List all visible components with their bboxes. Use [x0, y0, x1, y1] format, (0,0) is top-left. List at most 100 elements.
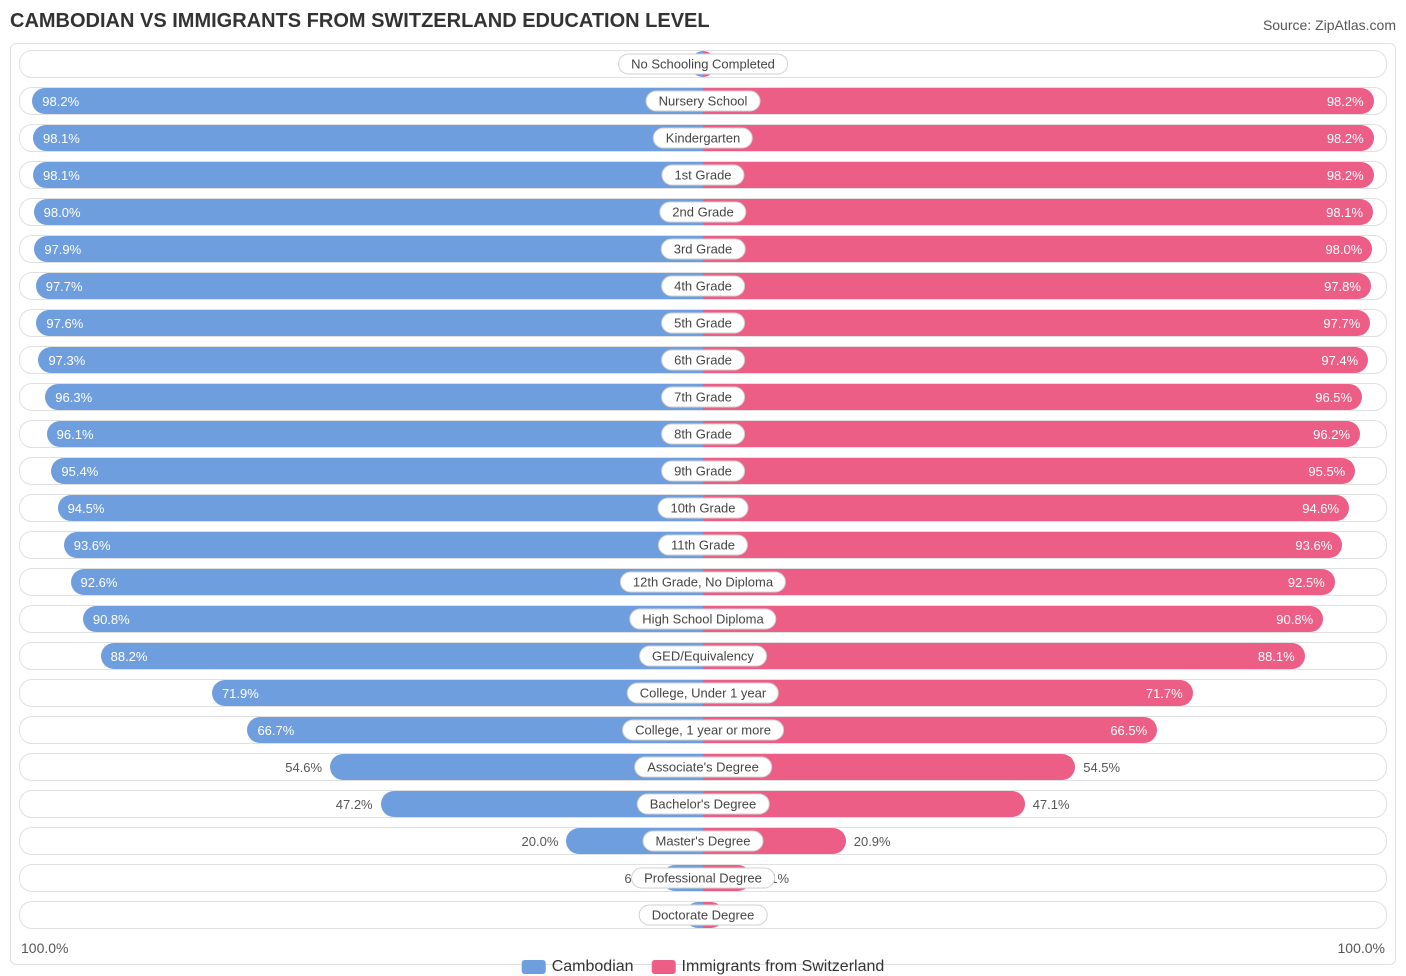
row-label: 8th Grade: [661, 424, 745, 445]
bar-row: 97.3%97.4%6th Grade: [19, 346, 1387, 374]
legend: Cambodian Immigrants from Switzerland: [522, 958, 885, 976]
chart-area: 1.9%1.8%No Schooling Completed98.2%98.2%…: [10, 43, 1396, 965]
bar-half-left: 71.9%: [20, 680, 703, 706]
bar-row: 90.8%90.8%High School Diploma: [19, 605, 1387, 633]
bar-half-left: 98.1%: [20, 162, 703, 188]
bar-row: 98.1%98.2%1st Grade: [19, 161, 1387, 189]
bar-right: 94.6%: [703, 495, 1349, 521]
chart-title: CAMBODIAN VS IMMIGRANTS FROM SWITZERLAND…: [10, 10, 710, 33]
row-label: 3rd Grade: [661, 239, 746, 260]
row-label: Professional Degree: [631, 868, 775, 889]
bar-row: 98.0%98.1%2nd Grade: [19, 198, 1387, 226]
bar-half-right: 1.8%: [703, 51, 1386, 77]
bar-right: 90.8%: [703, 606, 1323, 632]
bar-right: 96.5%: [703, 384, 1362, 410]
bar-row: 96.1%96.2%8th Grade: [19, 420, 1387, 448]
bar-right: 97.7%: [703, 310, 1370, 336]
bar-left: 96.3%: [45, 384, 703, 410]
bar-row: 97.7%97.8%4th Grade: [19, 272, 1387, 300]
bar-left: 88.2%: [101, 643, 703, 669]
source-prefix: Source:: [1263, 17, 1315, 33]
bar-half-left: 47.2%: [20, 791, 703, 817]
bar-right: 97.8%: [703, 273, 1371, 299]
bar-half-right: 96.2%: [703, 421, 1386, 447]
axis-right-label: 100.0%: [703, 940, 1387, 956]
bar-half-left: 88.2%: [20, 643, 703, 669]
value-right: 20.9%: [854, 828, 891, 854]
bar-half-left: 92.6%: [20, 569, 703, 595]
bar-left: 94.5%: [58, 495, 703, 521]
bar-row: 1.9%1.8%No Schooling Completed: [19, 50, 1387, 78]
bar-right: 98.2%: [703, 125, 1374, 151]
axis-row: 100.0% 100.0%: [19, 938, 1387, 958]
bar-half-right: 7.1%: [703, 865, 1386, 891]
bar-half-right: 93.6%: [703, 532, 1386, 558]
bar-left: 97.3%: [38, 347, 703, 373]
bar-row: 96.3%96.5%7th Grade: [19, 383, 1387, 411]
bar-half-left: 98.2%: [20, 88, 703, 114]
bar-row: 6.0%7.1%Professional Degree: [19, 864, 1387, 892]
bar-left: 97.7%: [36, 273, 703, 299]
bar-half-left: 66.7%: [20, 717, 703, 743]
bar-right: 96.2%: [703, 421, 1360, 447]
bar-half-right: 98.2%: [703, 88, 1386, 114]
bar-half-right: 97.8%: [703, 273, 1386, 299]
bar-half-right: 71.7%: [703, 680, 1386, 706]
row-label: 7th Grade: [661, 387, 745, 408]
row-label: Kindergarten: [653, 128, 753, 149]
bar-half-left: 96.3%: [20, 384, 703, 410]
row-label: College, Under 1 year: [627, 683, 779, 704]
bar-half-right: 98.2%: [703, 125, 1386, 151]
row-label: 2nd Grade: [659, 202, 746, 223]
bar-half-left: 93.6%: [20, 532, 703, 558]
bar-row: 95.4%95.5%9th Grade: [19, 457, 1387, 485]
row-label: Nursery School: [646, 91, 761, 112]
bar-right: 98.2%: [703, 162, 1374, 188]
legend-label-left: Cambodian: [552, 958, 634, 976]
row-label: Master's Degree: [643, 831, 764, 852]
row-label: 11th Grade: [658, 535, 748, 556]
bar-row: 71.9%71.7%College, Under 1 year: [19, 679, 1387, 707]
source-label: Source: ZipAtlas.com: [1263, 17, 1396, 33]
bar-half-left: 94.5%: [20, 495, 703, 521]
bar-half-left: 97.7%: [20, 273, 703, 299]
bar-half-left: 6.0%: [20, 865, 703, 891]
row-label: College, 1 year or more: [622, 720, 784, 741]
bar-row: 97.9%98.0%3rd Grade: [19, 235, 1387, 263]
bar-half-left: 2.6%: [20, 902, 703, 928]
bar-half-left: 90.8%: [20, 606, 703, 632]
bar-left: 98.1%: [33, 162, 703, 188]
row-label: GED/Equivalency: [639, 646, 767, 667]
bar-half-left: 54.6%: [20, 754, 703, 780]
bar-right: 98.2%: [703, 88, 1374, 114]
row-label: 1st Grade: [661, 165, 744, 186]
bar-row: 98.1%98.2%Kindergarten: [19, 124, 1387, 152]
header: CAMBODIAN VS IMMIGRANTS FROM SWITZERLAND…: [10, 10, 1396, 33]
value-right: 54.5%: [1083, 754, 1120, 780]
row-label: Associate's Degree: [634, 757, 772, 778]
bar-left: 95.4%: [51, 458, 703, 484]
bar-half-right: 88.1%: [703, 643, 1386, 669]
bar-half-left: 20.0%: [20, 828, 703, 854]
bar-right: 98.0%: [703, 236, 1372, 262]
bar-right: 95.5%: [703, 458, 1355, 484]
axis-left-label: 100.0%: [19, 940, 703, 956]
bar-half-right: 98.2%: [703, 162, 1386, 188]
row-label: 6th Grade: [661, 350, 745, 371]
value-right: 47.1%: [1033, 791, 1070, 817]
bar-right: 93.6%: [703, 532, 1342, 558]
bar-half-left: 97.9%: [20, 236, 703, 262]
bar-half-right: 95.5%: [703, 458, 1386, 484]
bar-half-right: 97.7%: [703, 310, 1386, 336]
bar-row: 98.2%98.2%Nursery School: [19, 87, 1387, 115]
bar-half-right: 54.5%: [703, 754, 1386, 780]
bar-left: 97.9%: [34, 236, 703, 262]
bar-row: 92.6%92.5%12th Grade, No Diploma: [19, 568, 1387, 596]
bar-half-right: 98.1%: [703, 199, 1386, 225]
bar-half-right: 90.8%: [703, 606, 1386, 632]
legend-item-right: Immigrants from Switzerland: [652, 958, 885, 976]
row-label: Bachelor's Degree: [637, 794, 770, 815]
bar-half-left: 97.3%: [20, 347, 703, 373]
bar-left: 93.6%: [64, 532, 703, 558]
bar-half-right: 94.6%: [703, 495, 1386, 521]
